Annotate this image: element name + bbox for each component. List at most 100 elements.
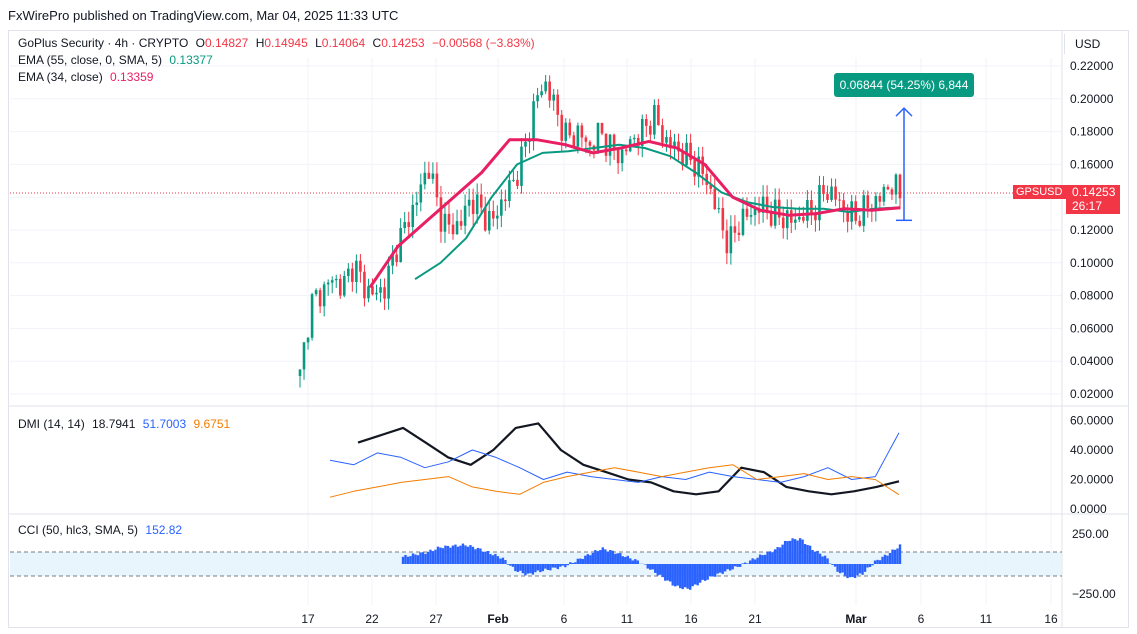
cci-bar	[444, 545, 447, 564]
candle-body	[673, 141, 676, 149]
ema34-legend[interactable]: EMA (34, close) 0.13359	[18, 70, 157, 84]
candle-body	[640, 118, 644, 146]
candle-body	[721, 208, 725, 231]
cci-bar	[873, 560, 877, 564]
cci-bar	[833, 564, 837, 567]
cci-bar	[723, 564, 727, 572]
high-label: H	[255, 36, 265, 50]
cci-bar	[584, 555, 587, 564]
candle-body	[560, 114, 564, 141]
cci-bar	[624, 557, 627, 564]
dmi-plus-line	[329, 432, 900, 483]
cci-bar	[556, 564, 560, 570]
candle-body	[516, 179, 519, 186]
publish-caption: FxWirePro published on TradingView.com, …	[8, 8, 399, 23]
cci-bar	[689, 564, 692, 590]
candle-body	[769, 212, 773, 226]
time-tick-label: 6	[561, 612, 568, 626]
candle-body	[532, 101, 535, 141]
cci-bar	[604, 549, 607, 564]
cci-bar	[671, 564, 674, 586]
ema55-legend[interactable]: EMA (55, close, 0, SMA, 5) 0.13377	[18, 53, 217, 67]
cci-bar	[426, 551, 430, 564]
candle-body	[298, 369, 302, 376]
cci-bar	[634, 559, 637, 564]
cci-bar	[681, 564, 684, 590]
cci-bar	[741, 563, 744, 564]
cci-bar	[743, 562, 747, 564]
cci-bar	[654, 564, 657, 573]
candle-body	[838, 199, 841, 201]
candle-body	[798, 216, 801, 220]
price-tick-label: 0.04000	[1070, 354, 1114, 368]
cci-bar	[676, 564, 679, 586]
candle-body	[306, 337, 310, 343]
cci-bar	[644, 564, 647, 565]
candle-body	[612, 134, 616, 149]
price-tick-label: 0.10000	[1070, 256, 1114, 270]
cci-bar	[646, 564, 649, 569]
cci-bar	[636, 560, 639, 564]
candle-body	[657, 105, 660, 126]
cci-bar	[746, 563, 749, 564]
candle-body	[717, 208, 721, 210]
cci-bar	[424, 553, 427, 564]
low-label: L	[315, 36, 322, 50]
candle-body	[649, 125, 652, 135]
candle-body	[636, 137, 640, 146]
cci-bar	[616, 553, 619, 564]
candle-body	[326, 282, 330, 285]
cci-bar	[736, 564, 739, 567]
cci-bar	[684, 564, 687, 588]
currency-selector[interactable]: USD	[1064, 34, 1122, 54]
cci-bar	[436, 546, 440, 564]
main-legend[interactable]: GoPlus Security · 4h · CRYPTO O0.14827 H…	[18, 36, 539, 50]
price-tick-label: 0.22000	[1070, 59, 1114, 73]
candle-body	[379, 287, 382, 293]
cci-bar	[439, 547, 442, 564]
candle-body	[439, 197, 443, 232]
ema34-line	[368, 138, 901, 289]
cci-bar	[721, 564, 724, 574]
measure-label[interactable]: 0.06844 (54.25%) 6,844	[834, 73, 974, 97]
cci-bar	[796, 540, 799, 564]
cci-bar	[716, 564, 719, 574]
cci-bar	[499, 558, 502, 564]
dmi-minus-value: 9.6751	[193, 417, 231, 431]
cci-bar	[896, 548, 899, 564]
cci-bar	[456, 546, 460, 564]
cci-bar	[401, 556, 405, 564]
cci-bar	[611, 550, 614, 564]
candle-body	[741, 208, 745, 235]
candle-body	[882, 186, 886, 202]
cci-tick-label: −250.00	[1072, 587, 1116, 601]
candle-body	[818, 184, 821, 221]
cci-bar	[591, 552, 595, 564]
candle-body	[552, 94, 555, 101]
cci-bar	[788, 540, 792, 564]
price-axis: 0.220000.200000.180000.160000.140000.120…	[1070, 59, 1116, 601]
ema55-value: 0.13377	[169, 53, 213, 67]
dmi-legend[interactable]: DMI (14, 14) 18.7941 51.7003 9.6751	[18, 417, 234, 431]
cci-bar	[496, 556, 500, 564]
cci-bar	[571, 562, 575, 564]
pane-separators	[9, 30, 1128, 628]
cci-bar	[786, 541, 789, 564]
cci-bar	[708, 564, 712, 577]
cci-bar	[469, 545, 472, 564]
cci-bar	[751, 558, 754, 564]
candle-body	[632, 137, 636, 140]
change-value: −0.00568 (−3.83%)	[431, 36, 535, 50]
cci-bar	[703, 564, 707, 581]
cci-bar	[718, 564, 722, 573]
cci-legend[interactable]: CCI (50, hlc3, SMA, 5) 152.82	[18, 523, 186, 537]
candle-body	[677, 141, 680, 152]
candle-body	[580, 125, 584, 138]
chart-frame[interactable]	[8, 30, 1129, 628]
candle-body	[681, 151, 684, 166]
candle-body	[886, 186, 890, 190]
cci-bar	[866, 564, 869, 568]
cci-bar	[853, 564, 857, 578]
cci-bar	[579, 558, 582, 564]
